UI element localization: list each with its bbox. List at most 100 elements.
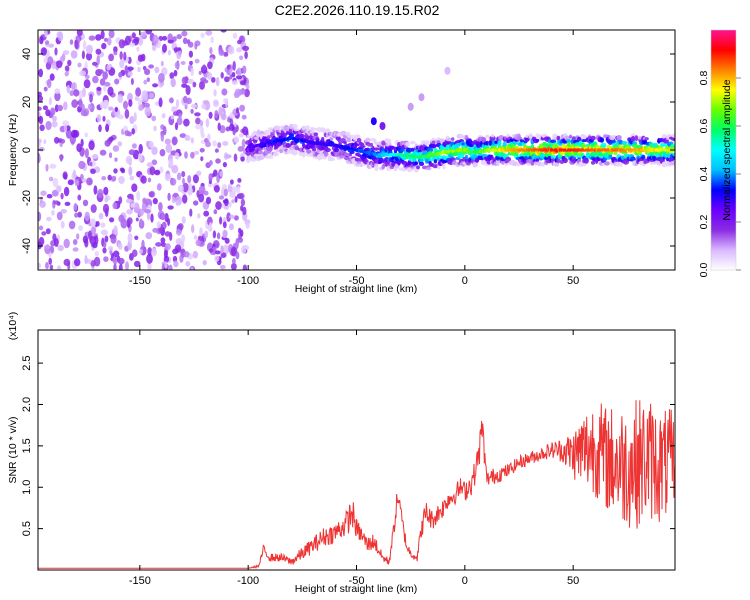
noise-blob [54, 238, 59, 247]
noise-blob [39, 36, 44, 45]
noise-blob [192, 250, 199, 259]
noise-blob [218, 106, 223, 116]
signal-blob [418, 161, 425, 166]
noise-blob [206, 72, 213, 80]
noise-blob [239, 55, 244, 61]
noise-blob [181, 30, 188, 37]
signal-blob [556, 158, 561, 164]
noise-blob [38, 95, 43, 103]
x-tick-label: -150 [129, 575, 151, 587]
noise-blob [160, 213, 166, 221]
noise-blob [48, 257, 52, 265]
noise-blob [231, 72, 236, 78]
noise-blob [100, 30, 105, 40]
noise-blob [176, 34, 182, 40]
noise-blob [220, 245, 224, 254]
noise-blob [212, 230, 217, 239]
signal-blob [385, 138, 392, 144]
noise-blob [220, 72, 224, 79]
noise-blob [105, 123, 110, 133]
noise-blob [186, 97, 193, 105]
signal-blob [414, 161, 419, 166]
noise-blob [234, 196, 238, 203]
x-tick-label: 0 [462, 575, 468, 587]
noise-blob [162, 35, 168, 41]
signal-blob [393, 149, 398, 154]
noise-blob [125, 261, 129, 270]
noise-blob [213, 89, 217, 97]
noise-blob [221, 88, 228, 96]
noise-blob [38, 225, 44, 231]
noise-blob [207, 61, 213, 70]
signal-blob [442, 163, 446, 170]
noise-blob [139, 218, 143, 226]
noise-blob [45, 228, 51, 235]
y-tick-label: 0.5 [21, 521, 33, 536]
noise-blob [113, 51, 118, 56]
noise-blob [60, 138, 66, 144]
noise-blob [205, 196, 212, 205]
noise-blob [165, 143, 173, 153]
noise-blob [38, 236, 45, 246]
noise-blob [194, 43, 198, 50]
signal-blob [321, 137, 325, 142]
signal-blob [554, 162, 560, 167]
noise-blob [183, 251, 190, 258]
colorbar-tick-label: 0.8 [698, 71, 710, 86]
noise-blob [156, 183, 162, 191]
noise-blob [224, 76, 230, 83]
noise-blob [238, 88, 246, 95]
signal-blob [562, 157, 568, 164]
noise-blob [237, 146, 244, 152]
noise-blob [101, 229, 108, 236]
signal-blob [343, 141, 347, 145]
noise-blob [134, 36, 140, 43]
signal-blob [268, 154, 274, 159]
noise-blob [54, 88, 61, 94]
noise-blob [181, 83, 188, 88]
signal-blob [364, 137, 371, 143]
noise-blob [137, 54, 144, 62]
noise-blob [120, 168, 126, 174]
noise-blob [194, 112, 201, 117]
noise-blob [82, 87, 86, 98]
noise-blob [72, 169, 76, 178]
noise-blob [158, 202, 163, 212]
noise-blob [51, 189, 59, 197]
noise-blob [118, 214, 125, 223]
y-tick-label: 40 [21, 48, 33, 60]
noise-blob [148, 64, 155, 69]
signal-blob [341, 137, 346, 142]
noise-blob [76, 233, 80, 240]
noise-blob [219, 264, 226, 270]
noise-blob [113, 168, 118, 174]
x-tick-label: -50 [349, 275, 365, 287]
noise-blob [215, 158, 221, 164]
noise-blob [213, 185, 220, 193]
noise-blob [146, 77, 150, 82]
signal-blob [274, 125, 281, 131]
noise-blob [118, 39, 126, 49]
noise-blob [49, 264, 54, 270]
noise-blob [108, 30, 115, 39]
noise-blob [149, 166, 156, 176]
signal-blob [374, 165, 379, 172]
noise-blob [182, 177, 185, 185]
signal-blob [319, 150, 323, 156]
noise-blob [199, 120, 204, 127]
noise-blob [159, 166, 164, 174]
signal-blob [405, 141, 411, 147]
noise-blob [93, 185, 98, 195]
signal-blob [669, 160, 675, 166]
x-tick-label: -50 [349, 575, 365, 587]
signal-blob [431, 140, 436, 145]
noise-blob [199, 81, 205, 90]
noise-blob [208, 111, 213, 119]
noise-blob [141, 239, 145, 250]
signal-blob [416, 165, 420, 170]
noise-blob [78, 98, 83, 108]
noise-blob [189, 60, 193, 66]
noise-blob [167, 49, 171, 56]
noise-blob [229, 123, 235, 132]
noise-blob [198, 185, 206, 195]
